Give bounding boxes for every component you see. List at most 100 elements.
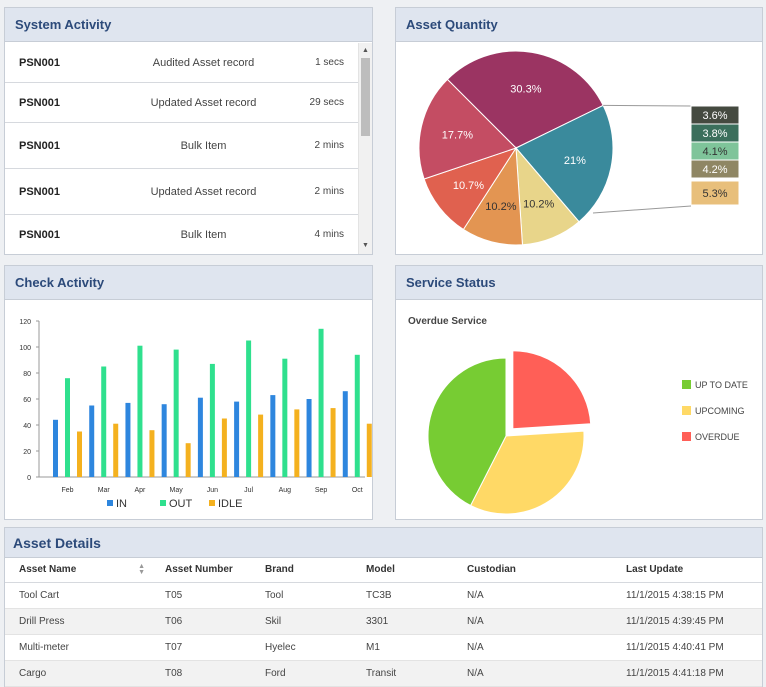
table-row[interactable]: Multi-meter T07 Hyelec M1 N/A 11/1/2015 … (5, 634, 762, 661)
table-row[interactable]: Cargo T08 Ford Transit N/A 11/1/2015 4:4… (5, 660, 762, 687)
bar (258, 414, 264, 477)
x-tick-label: Oct (352, 487, 363, 494)
y-tick-label: 80 (23, 371, 31, 378)
asset-quantity-title: Asset Quantity (406, 17, 498, 32)
activity-list: PSN001 Audited Asset record 1 secs PSN00… (5, 43, 358, 254)
y-tick-label: 100 (19, 345, 31, 352)
activity-user: PSN001 (19, 228, 60, 241)
cell-model: 3301 (352, 608, 453, 635)
pie-slice (418, 78, 517, 180)
cell-custodian: N/A (453, 608, 612, 635)
asset-quantity-panel: Asset Quantity 30.3% 21% 10.2% 10.2% 10.7% 17… (395, 7, 763, 255)
system-activity-header: System Activity (5, 8, 372, 42)
activity-time: 1 secs (315, 57, 344, 68)
activity-row[interactable]: PSN001 Updated Asset record 2 mins (5, 169, 358, 215)
col-header-label: Last Update (626, 564, 684, 576)
bar (185, 443, 191, 477)
asset-details-header: Asset Details (5, 528, 762, 558)
activity-action: Updated Asset record (150, 96, 257, 109)
scroll-thumb[interactable] (361, 58, 370, 136)
check-activity-header: Check Activity (5, 266, 372, 300)
x-tick-label: Apr (134, 487, 146, 494)
legend-swatch (160, 500, 166, 506)
table-row[interactable]: Drill Press T06 Skil 3301 N/A 11/1/2015 … (5, 608, 762, 635)
check-activity-title: Check Activity (15, 275, 105, 290)
col-header-brand[interactable]: Brand (251, 558, 352, 583)
slice-label: 21% (564, 155, 586, 167)
asset-details-table: Asset Name ▲ ▼ Asset Number Brand Model Cu… (5, 558, 762, 687)
activity-user: PSN001 (19, 56, 60, 69)
cell-last-update: 11/1/2015 4:40:41 PM (612, 634, 762, 661)
activity-row[interactable]: PSN001 Updated Asset record 29 secs (5, 83, 358, 123)
bar (318, 328, 324, 477)
asset-quantity-chart: 30.3%21%10.2%10.2%10.7%17.7%3.6%3.8%4.1%… (418, 50, 740, 246)
bar (209, 363, 215, 477)
activity-row[interactable]: PSN001 Audited Asset record 1 secs (5, 43, 358, 83)
col-header-label: Custodian (467, 564, 516, 576)
x-tick-label: Feb (61, 487, 73, 494)
bar (330, 408, 336, 477)
activity-time: 29 secs (309, 97, 344, 108)
cell-last-update: 11/1/2015 4:39:45 PM (612, 608, 762, 635)
cell-custodian: N/A (453, 634, 612, 661)
cell-asset-number: T06 (151, 608, 251, 635)
col-header-asset-number[interactable]: Asset Number (151, 558, 251, 583)
col-header-custodian[interactable]: Custodian (453, 558, 612, 583)
bar (125, 402, 131, 477)
asset-quantity-header: Asset Quantity (396, 8, 762, 42)
breakdown-label: 4.1% (702, 146, 727, 158)
table-header-row: Asset Name ▲ ▼ Asset Number Brand Model Cu… (5, 558, 762, 583)
bar (161, 404, 167, 477)
check-activity-chart: 0 20 40 60 80 100 120 Feb Mar Apr May Jun Jul Aug Sep O… (19, 319, 372, 510)
pie-slice (512, 350, 592, 430)
bar (113, 423, 119, 477)
cell-brand: Hyelec (251, 634, 352, 661)
col-header-asset-name[interactable]: Asset Name ▲ ▼ (5, 558, 151, 583)
scroll-up-arrow-icon[interactable]: ▲ (362, 47, 369, 54)
col-header-label: Asset Name (19, 564, 77, 576)
legend-swatch (682, 406, 691, 415)
legend-label: UP TO DATE (695, 380, 748, 390)
x-tick-label: May (170, 487, 184, 494)
service-status-title: Service Status (406, 275, 496, 290)
breakdown-label: 3.6% (702, 110, 727, 122)
slice-label: 30.3% (510, 84, 541, 96)
bar (246, 340, 252, 477)
breakdown-bar (690, 180, 740, 206)
col-header-model[interactable]: Model (352, 558, 453, 583)
col-header-last-update[interactable]: Last Update (612, 558, 762, 583)
asset-details-panel: Asset Details Asset Name ▲ ▼ Asset Number … (4, 527, 763, 687)
connector-line (592, 205, 692, 214)
table-row[interactable]: Tool Cart T05 Tool TC3B N/A 11/1/2015 4:… (5, 582, 762, 609)
service-status-header: Service Status (396, 266, 762, 300)
bar (342, 391, 348, 477)
bar (294, 409, 300, 477)
cell-asset-name: Tool Cart (5, 582, 151, 609)
activity-row[interactable]: PSN001 Bulk Item 4 mins (5, 215, 358, 254)
legend-swatch (107, 500, 113, 506)
bar (306, 399, 312, 477)
legend-swatch (682, 432, 691, 441)
cell-brand: Ford (251, 660, 352, 687)
sort-icon[interactable]: ▲ ▼ (138, 563, 145, 576)
activity-row[interactable]: PSN001 Bulk Item 2 mins (5, 123, 358, 169)
y-tick-label: 60 (23, 397, 31, 404)
x-tick-label: Mar (98, 487, 111, 494)
x-tick-label: Jul (244, 487, 253, 494)
pie-slice (515, 104, 614, 223)
cell-asset-number: T08 (151, 660, 251, 687)
cell-model: TC3B (352, 582, 453, 609)
bar (77, 431, 82, 477)
y-tick-label: 20 (23, 449, 31, 456)
check-activity-panel: Check Activity 0 20 40 60 80 100 120 Feb Mar Apr M… (4, 265, 373, 520)
activity-user: PSN001 (19, 139, 60, 152)
legend-label: IN (116, 498, 127, 510)
x-tick-label: Sep (315, 487, 328, 494)
bar (53, 419, 58, 477)
breakdown-label: 3.8% (702, 128, 727, 140)
y-tick-label: 0 (27, 475, 31, 482)
scroll-down-arrow-icon[interactable]: ▼ (362, 242, 369, 249)
activity-scrollbar[interactable]: ▲ ▼ (358, 43, 372, 254)
bar (89, 405, 95, 477)
bar (101, 366, 107, 477)
